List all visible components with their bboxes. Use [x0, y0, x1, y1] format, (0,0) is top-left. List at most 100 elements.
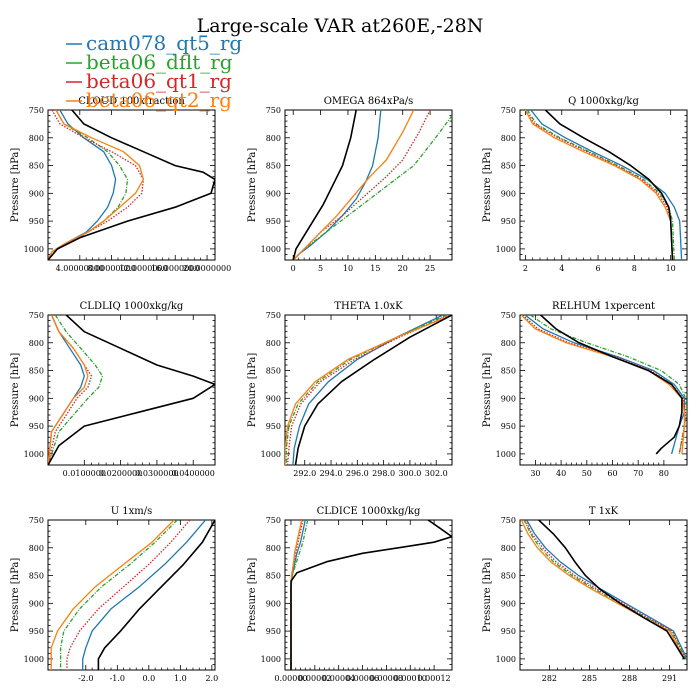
x-tick-label: 60	[607, 469, 617, 478]
x-tick-label: 300.0	[398, 469, 421, 478]
y-tick-label: 1000	[24, 450, 44, 459]
x-tick-label: 0	[291, 264, 296, 273]
y-tick-label: 800	[29, 134, 44, 143]
y-tick-label: 800	[266, 544, 281, 553]
series-line-beta06_qt2_rg	[524, 110, 674, 260]
series-line-beta06_qt2_rg	[292, 110, 415, 260]
x-tick-label: 285	[582, 674, 597, 683]
y-axis-label: Pressure [hPa]	[482, 148, 493, 223]
x-tick-label: 282	[542, 674, 557, 683]
x-tick-label: 291	[662, 674, 677, 683]
series-line-reference	[97, 520, 215, 670]
x-tick-label: 2	[523, 264, 528, 273]
x-tick-label: 70	[633, 469, 643, 478]
series-line-beta06_qt1_rg	[48, 110, 145, 260]
series-line-beta06_qt1_rg	[48, 315, 93, 465]
series-line-beta06_dflt_rg	[523, 520, 687, 660]
x-tick-label: 0.00004	[322, 674, 355, 683]
y-axis-label: Pressure [hPa]	[10, 558, 21, 633]
y-tick-label: 900	[29, 394, 44, 403]
y-tick-label: 800	[501, 134, 516, 143]
series-line-beta06_qt2_rg	[48, 315, 89, 465]
panel-grid: CLOUD 100xfraction Pressure [hPa] 750 800 85…	[10, 96, 688, 683]
series-line-cam078_qt5_rg	[82, 520, 206, 670]
series-line-reference	[48, 315, 215, 465]
figure-title: Large-scale VAR at260E,-28N	[197, 15, 484, 37]
series-line-cam078_qt5_rg	[530, 110, 683, 260]
y-tick-label: 1000	[261, 245, 281, 254]
y-tick-label: 850	[266, 367, 281, 376]
y-axis-label: Pressure [hPa]	[247, 353, 258, 428]
y-tick-label: 800	[29, 544, 44, 553]
series-line-reference	[290, 520, 452, 670]
series-line-beta06_dflt_rg	[285, 315, 447, 465]
x-tick-label: 0.0300000	[135, 469, 178, 478]
panel-title: CLDLIQ 1000xkg/kg	[80, 301, 184, 312]
y-tick-label: 750	[266, 311, 281, 320]
series-line-beta06_qt1_rg	[286, 315, 450, 465]
x-tick-label: 15	[370, 264, 380, 273]
y-tick-label: 1000	[496, 655, 516, 664]
y-tick-label: 1000	[261, 450, 281, 459]
panel-4: CLDLIQ 1000xkg/kg Pressure [hPa] 750 800 850…	[10, 301, 216, 478]
y-tick-label: 850	[501, 572, 516, 581]
plot-frame	[284, 109, 453, 261]
series-line-beta06_qt1_rg	[292, 110, 431, 260]
x-tick-label: 302.0	[425, 469, 448, 478]
y-tick-label: 1000	[24, 245, 44, 254]
panel-title: CLOUD 100xfraction	[78, 96, 185, 107]
y-tick-label: 850	[501, 367, 516, 376]
x-tick-label: 288	[622, 674, 637, 683]
x-tick-label: 30	[530, 469, 540, 478]
panel-title: CLDICE 1000xkg/kg	[317, 506, 421, 517]
y-tick-label: 900	[266, 394, 281, 403]
series-line-beta06_qt1_rg	[522, 315, 687, 455]
x-tick-label: 2.0	[205, 674, 218, 683]
y-tick-label: 950	[501, 217, 516, 226]
y-axis-label: Pressure [hPa]	[10, 148, 21, 223]
x-tick-label: 0.00006	[346, 674, 379, 683]
series-line-reference	[540, 315, 683, 455]
x-tick-label: 10	[666, 264, 676, 273]
panel-title: OMEGA 864xPa/s	[324, 96, 414, 107]
plot-frame	[47, 519, 216, 671]
x-tick-label: 292.0	[293, 469, 316, 478]
x-tick-label: 8.00000000	[87, 264, 135, 273]
x-tick-label: 40	[556, 469, 566, 478]
x-tick-label: 50	[582, 469, 592, 478]
series-line-beta06_dflt_rg	[292, 115, 452, 260]
y-tick-label: 750	[266, 516, 281, 525]
plot-frame	[284, 519, 453, 671]
y-tick-label: 850	[29, 572, 44, 581]
y-tick-label: 900	[501, 189, 516, 198]
y-tick-label: 1000	[24, 655, 44, 664]
series-line-beta06_qt1_rg	[524, 520, 687, 660]
y-tick-label: 950	[501, 627, 516, 636]
y-tick-label: 950	[29, 422, 44, 431]
panel-2: OMEGA 864xPa/s Pressure [hPa] 750 800 850 900…	[247, 96, 453, 273]
y-tick-label: 750	[29, 311, 44, 320]
y-tick-label: 750	[29, 106, 44, 115]
series-line-beta06_dflt_rg	[526, 110, 675, 260]
panel-6: RELHUM 1xpercent Pressure [hPa] 750 800 850 9…	[482, 301, 688, 478]
x-tick-label: 0.00002	[298, 674, 331, 683]
y-tick-label: 800	[501, 339, 516, 348]
panel-7: U 1xm/s Pressure [hPa] 750 800 850 900 950 1000…	[10, 506, 218, 683]
series-line-beta06_dflt_rg	[290, 520, 309, 670]
y-tick-label: 850	[29, 367, 44, 376]
x-tick-label: 0.00000	[274, 674, 307, 683]
y-tick-label: 1000	[496, 450, 516, 459]
x-tick-label: 10	[343, 264, 353, 273]
series-line-beta06_qt1_rg	[524, 110, 674, 260]
series-line-cam078_qt5_rg	[292, 315, 444, 465]
y-tick-label: 900	[266, 189, 281, 198]
panel-5: THETA 1.0xK Pressure [hPa] 750 800 850 900 950…	[247, 301, 453, 478]
series-line-reference	[48, 110, 215, 260]
y-tick-label: 1000	[261, 655, 281, 664]
y-tick-label: 800	[266, 339, 281, 348]
y-axis-label: Pressure [hPa]	[482, 558, 493, 633]
series-line-cam078_qt5_rg	[48, 315, 85, 465]
y-tick-label: 950	[29, 627, 44, 636]
y-axis-label: Pressure [hPa]	[247, 148, 258, 223]
x-tick-label: 0.0	[142, 674, 155, 683]
